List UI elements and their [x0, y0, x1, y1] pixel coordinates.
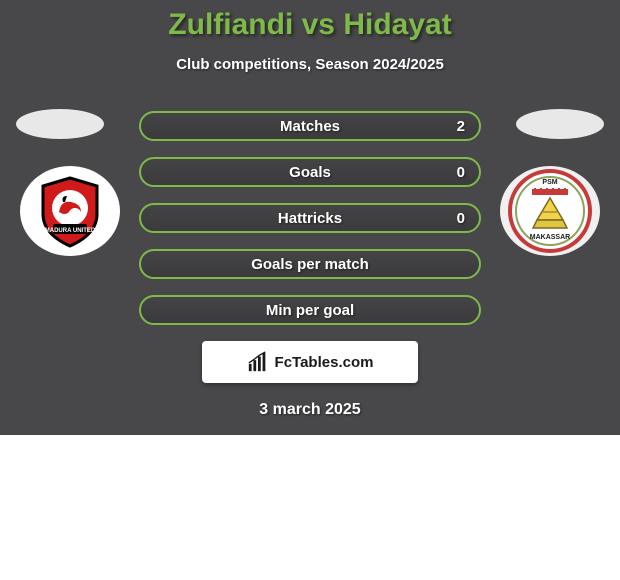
stat-label: Matches — [280, 118, 340, 135]
subtitle: Club competitions, Season 2024/2025 — [0, 56, 620, 73]
stat-label: Goals — [289, 164, 331, 181]
empty-area — [0, 435, 620, 580]
madura-united-logo-icon: MADURA UNITED — [31, 172, 109, 250]
psm-makassar-logo-icon: MAKASSAR PSM — [507, 168, 593, 254]
body-area: MADURA UNITED MAKASSAR PSM Matches 2 Goa… — [0, 109, 620, 419]
stat-row-goals-per-match: Goals per match — [139, 249, 481, 279]
stat-row-hattricks: Hattricks 0 — [139, 203, 481, 233]
page-title: Zulfiandi vs Hidayat — [0, 0, 620, 42]
bar-chart-icon — [247, 351, 269, 373]
stat-label: Min per goal — [266, 302, 354, 319]
stat-label: Goals per match — [251, 256, 369, 273]
brand-attribution[interactable]: FcTables.com — [202, 341, 418, 383]
player-photo-placeholder-left — [16, 109, 104, 139]
date-text: 3 march 2025 — [0, 401, 620, 419]
player-photo-placeholder-right — [516, 109, 604, 139]
svg-text:MAKASSAR: MAKASSAR — [530, 234, 570, 241]
stat-value: 2 — [457, 118, 465, 135]
stat-row-matches: Matches 2 — [139, 111, 481, 141]
stat-value: 0 — [457, 164, 465, 181]
stat-row-goals: Goals 0 — [139, 157, 481, 187]
brand-text: FcTables.com — [275, 354, 374, 371]
stats-list: Matches 2 Goals 0 Hattricks 0 Goals per … — [139, 109, 481, 325]
stat-row-min-per-goal: Min per goal — [139, 295, 481, 325]
club-badge-left: MADURA UNITED — [20, 166, 120, 256]
stat-value: 0 — [457, 210, 465, 227]
stat-label: Hattricks — [278, 210, 342, 227]
svg-text:MADURA UNITED: MADURA UNITED — [45, 228, 96, 234]
svg-text:PSM: PSM — [542, 179, 557, 186]
infographic-card: Zulfiandi vs Hidayat Club competitions, … — [0, 0, 620, 435]
club-badge-right: MAKASSAR PSM — [500, 166, 600, 256]
